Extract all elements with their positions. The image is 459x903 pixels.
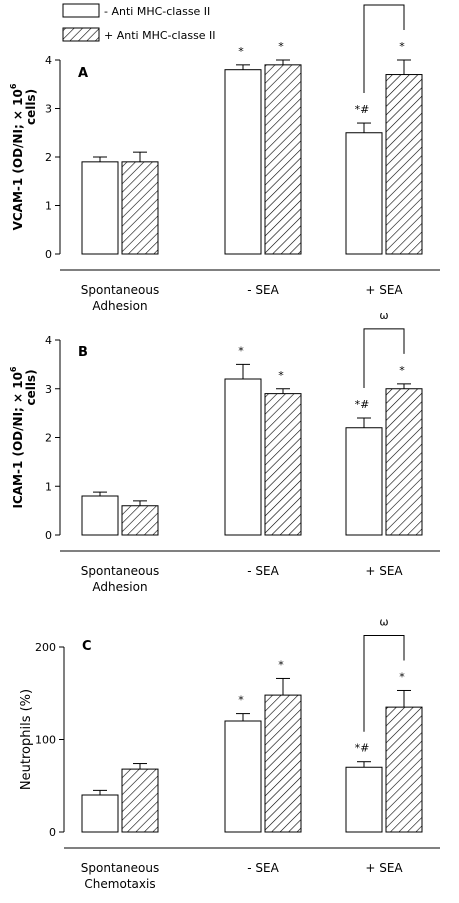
category-label: - SEA	[247, 283, 279, 297]
category-label-line: + SEA	[365, 564, 403, 578]
significance-marker: *	[238, 344, 244, 357]
category-label-line: Chemotaxis	[84, 877, 155, 891]
category-label: Spontaneous Adhesion	[81, 283, 159, 313]
category-label: + SEA	[365, 564, 403, 578]
y-tick-label: 1	[45, 200, 52, 213]
bar-hatched	[264, 393, 302, 536]
significance-marker: *#	[355, 742, 370, 755]
comparison-bracket	[363, 328, 405, 388]
legend-swatch-hatched	[62, 27, 100, 42]
legend: - Anti MHC-classe II + Anti MHC-classe I…	[62, 3, 216, 42]
bar-open	[345, 766, 383, 833]
bar-hatched	[385, 388, 423, 536]
bar-hatched	[121, 161, 159, 255]
category-label-line: Spontaneous	[81, 283, 159, 297]
bracket-label: ω	[379, 309, 388, 322]
category-label: + SEA	[365, 861, 403, 875]
category-label: + SEA	[365, 283, 403, 297]
legend-label-hatched: + Anti MHC-classe II	[104, 29, 216, 42]
significance-marker: *	[399, 670, 405, 683]
bar-hatched	[385, 706, 423, 833]
bar-open	[81, 794, 119, 833]
category-label-line: Spontaneous	[81, 861, 159, 875]
legend-swatch-open	[62, 3, 100, 18]
y-axis-label: Neutrophils (%)	[19, 689, 34, 790]
bar-open	[224, 69, 262, 255]
category-label-line: - SEA	[247, 283, 279, 297]
y-axis-label-line2: cells)	[24, 369, 38, 405]
y-axis-label-exponent: 6	[9, 366, 18, 372]
bar-hatched	[264, 694, 302, 833]
bracket-label: ω	[379, 615, 388, 628]
category-label-line: Adhesion	[92, 299, 147, 313]
significance-marker: *	[278, 40, 284, 53]
significance-marker: *#	[355, 103, 370, 116]
panel-letter: B	[78, 345, 88, 360]
significance-marker: *	[399, 40, 405, 53]
category-label-line: Adhesion	[92, 580, 147, 594]
y-tick-label: 4	[45, 54, 52, 67]
panel-letter: C	[82, 639, 92, 654]
bar-hatched	[264, 64, 302, 255]
bar-hatched	[121, 768, 159, 833]
y-tick-label: 4	[45, 334, 52, 347]
bar-open	[345, 132, 383, 255]
chart-panel-c: C 0 100 200 Neutrophils (%) * * *# * ω Spontaneous…	[19, 615, 440, 891]
significance-marker: *	[238, 45, 244, 58]
significance-marker: *#	[355, 398, 370, 411]
bar-open	[81, 161, 119, 255]
y-tick-label: 2	[45, 432, 52, 445]
y-tick-label: 1	[45, 480, 52, 493]
legend-label-open: - Anti MHC-classe II	[104, 5, 210, 18]
category-label-line: Spontaneous	[81, 564, 159, 578]
y-axis-label-exponent: 6	[9, 83, 18, 89]
category-label-line: - SEA	[247, 861, 279, 875]
y-tick-label: 3	[45, 383, 52, 396]
y-axis-label-main: VCAM-1 (OD/NI; × 10	[11, 89, 25, 230]
comparison-bracket	[363, 4, 405, 94]
y-tick-label: 100	[35, 734, 56, 747]
panel-letter: A	[78, 66, 88, 81]
significance-marker: *	[278, 369, 284, 382]
category-label: Spontaneous Chemotaxis	[81, 861, 159, 891]
significance-marker: *	[399, 364, 405, 377]
y-axis-label-main: ICAM-1 (OD/NI; × 10	[11, 372, 25, 508]
y-tick-label: 2	[45, 151, 52, 164]
bar-open	[345, 427, 383, 536]
significance-marker: *	[278, 658, 284, 671]
bar-open	[224, 720, 262, 833]
bar-hatched	[121, 505, 159, 536]
y-tick-label: 3	[45, 103, 52, 116]
y-axis-label: VCAM-1 (OD/NI; × 106	[9, 83, 25, 230]
significance-marker: *	[238, 694, 244, 707]
category-label-line: + SEA	[365, 861, 403, 875]
y-tick-label: 0	[49, 826, 56, 839]
category-label: - SEA	[247, 861, 279, 875]
category-label: - SEA	[247, 564, 279, 578]
bar-open	[224, 378, 262, 536]
y-tick-label: 200	[35, 641, 56, 654]
category-label-line: - SEA	[247, 564, 279, 578]
bar-open	[81, 495, 119, 536]
y-tick-label: 0	[45, 248, 52, 261]
category-label-line: + SEA	[365, 283, 403, 297]
y-tick-label: 0	[45, 529, 52, 542]
y-axis-label-line2: cells)	[24, 89, 38, 125]
comparison-bracket	[363, 634, 405, 732]
category-label: Spontaneous Adhesion	[81, 564, 159, 594]
bar-hatched	[385, 74, 423, 255]
y-axis-label: ICAM-1 (OD/NI; × 106	[9, 366, 25, 508]
